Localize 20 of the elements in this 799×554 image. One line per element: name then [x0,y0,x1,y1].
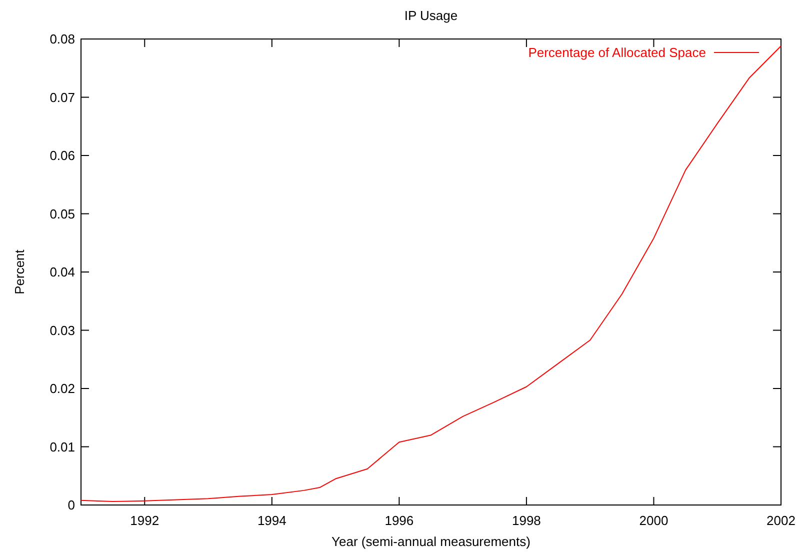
x-tick-label: 2000 [639,513,668,528]
y-tick-label: 0.01 [50,439,75,454]
y-tick-label: 0.03 [50,322,75,338]
y-tick-label: 0.08 [50,32,75,46]
x-tick-label: 2002 [766,513,796,528]
legend-label: Percentage of Allocated Space [528,45,706,60]
x-tick-label: 1996 [384,513,414,528]
x-tick-label: 1994 [257,513,286,528]
y-tick-label: 0.02 [50,381,75,396]
x-tick-label: 1998 [512,513,541,528]
y-tick-label: 0 [68,498,75,512]
y-axis-title: Percent [12,249,27,294]
y-tick-label: 0.06 [50,148,75,163]
y-tick-label: 0.04 [50,264,75,280]
x-axis-title: Year (semi-annual measurements) [332,534,530,549]
line-series [80,45,782,502]
y-tick-label: 0.05 [50,206,75,222]
y-tick-label: 0.07 [50,90,75,105]
x-tick-label: 1992 [130,513,160,528]
chart-title: IP Usage [404,8,458,23]
